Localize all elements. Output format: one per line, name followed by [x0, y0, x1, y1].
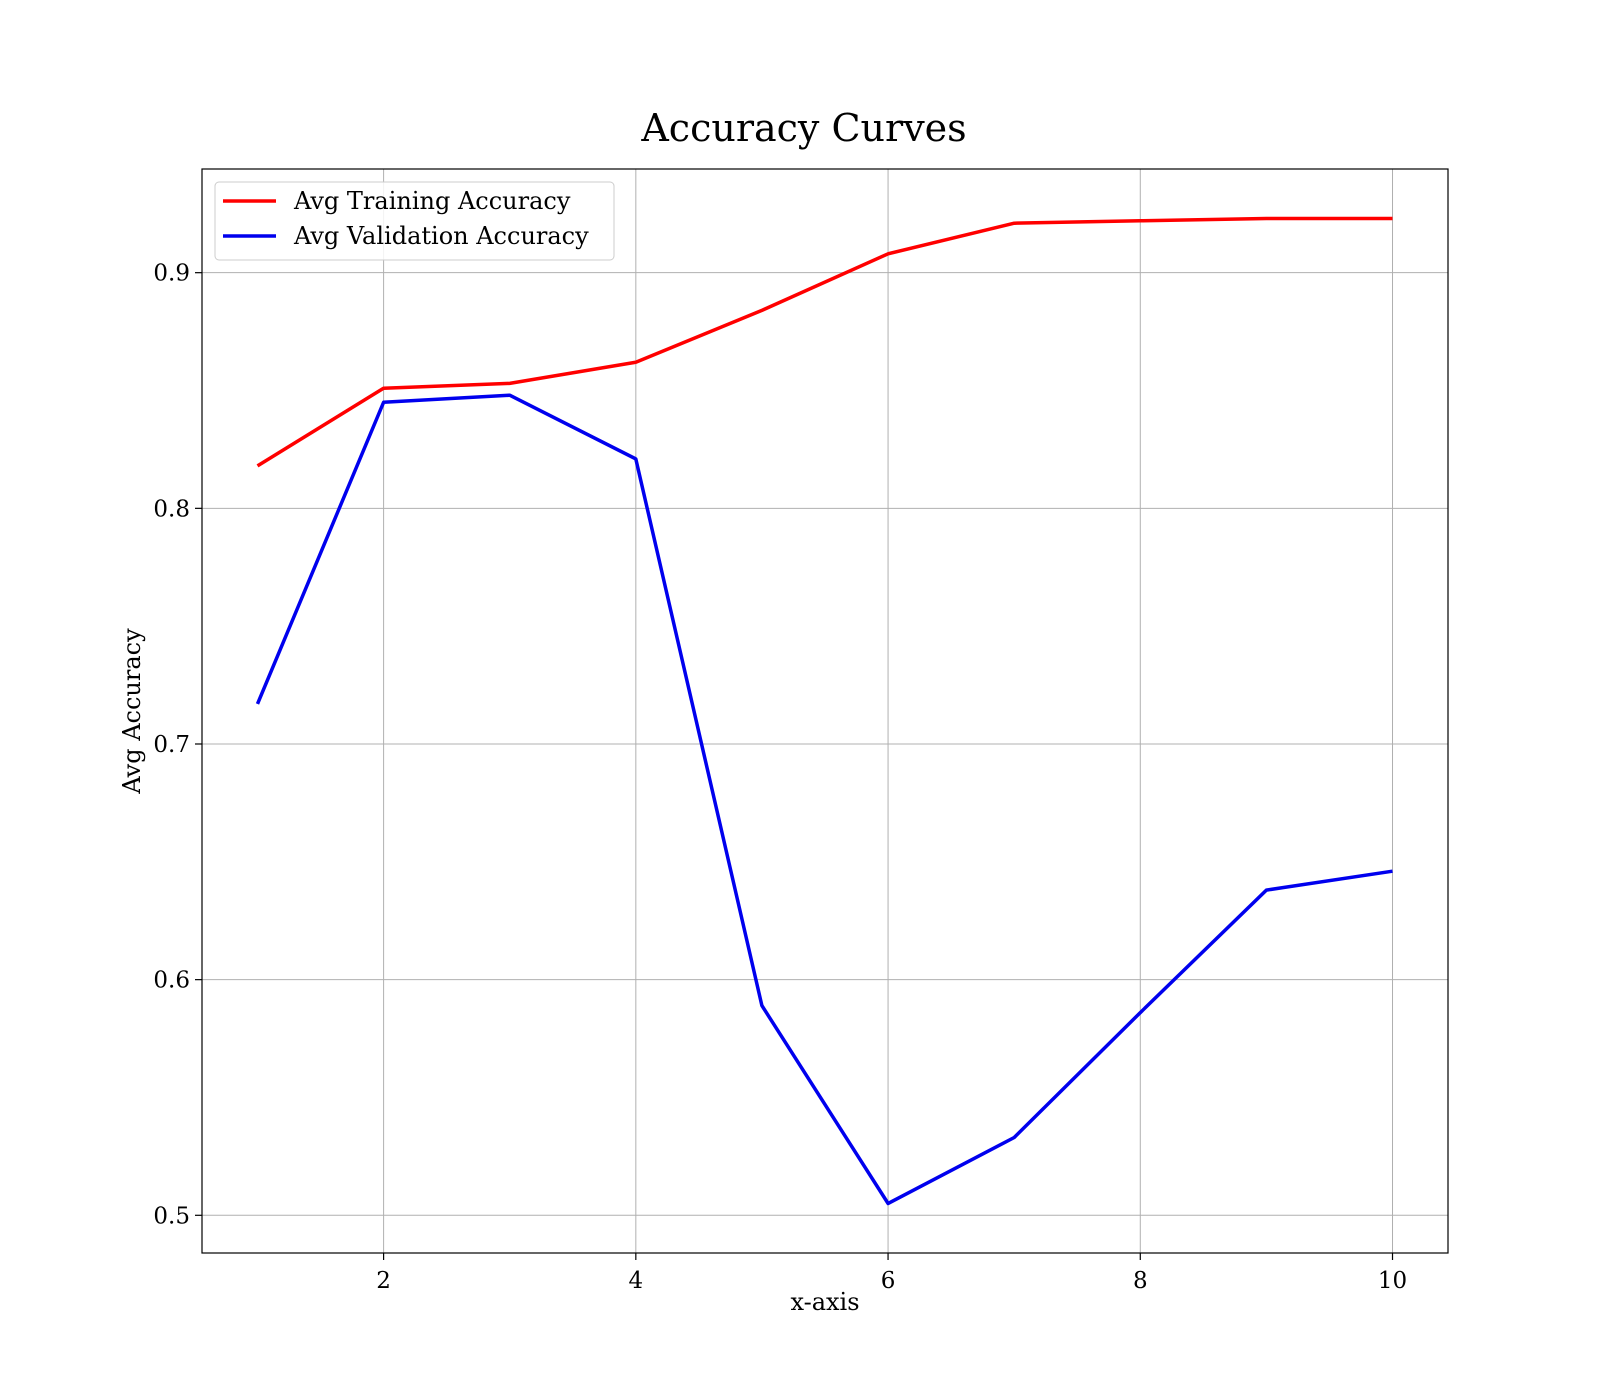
y-tick-label: 0.7 — [153, 732, 190, 758]
legend-label: Avg Validation Accuracy — [293, 222, 589, 250]
axis-ticks: 2 4 6 8 10 0.5 0.6 0.7 0.8 0.9 — [153, 261, 1407, 1294]
x-tick-label: 2 — [376, 1268, 391, 1294]
x-tick-label: 4 — [629, 1268, 644, 1294]
y-tick-label: 0.9 — [153, 261, 190, 287]
y-tick-label: 0.5 — [153, 1203, 190, 1229]
y-tick-label: 0.6 — [153, 968, 190, 994]
x-tick-label: 8 — [1133, 1268, 1148, 1294]
legend-box — [214, 181, 615, 261]
x-tick-label: 10 — [1378, 1268, 1407, 1294]
plot-series — [255, 216, 1393, 1206]
legend: Avg Training Accuracy Avg Validation Accu… — [214, 181, 615, 261]
y-axis-label: Avg Accuracy — [118, 628, 146, 795]
x-tick-label: 6 — [881, 1268, 896, 1294]
legend-label: Avg Training Accuracy — [293, 187, 571, 215]
grid-lines — [202, 169, 1448, 1253]
plot-frame — [201, 168, 1449, 1254]
chart-title: Accuracy Curves — [640, 106, 966, 150]
x-axis-label: x-axis — [790, 1288, 859, 1316]
y-tick-label: 0.8 — [153, 496, 190, 522]
series-line-training — [256, 216, 1393, 468]
series-line-validation — [255, 393, 1393, 1206]
